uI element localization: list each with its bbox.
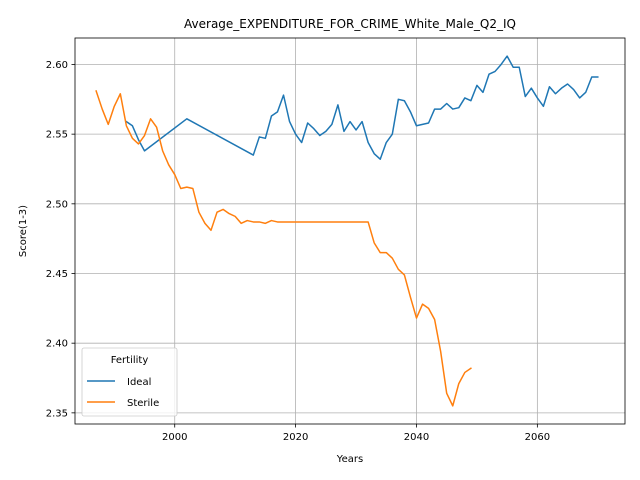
y-tick-label: 2.45 [46,269,68,280]
series-line-sterile [95,90,472,407]
y-tick-label: 2.60 [46,60,68,71]
legend-label-ideal: Ideal [127,377,151,388]
legend-box [81,347,178,417]
plot-frame [74,37,626,425]
x-tick-label: 2060 [525,432,550,443]
y-tick-label: 2.35 [46,408,68,419]
y-tick-label: 2.40 [46,339,68,350]
y-tick-label: 2.50 [46,199,68,210]
legend-label-sterile: Sterile [127,398,159,409]
y-axis-label: Score(1-3) [18,205,29,257]
x-axis-ticks: 2000 2020 2040 2060 [162,424,550,443]
legend: Fertility Ideal Sterile [81,347,178,417]
x-axis-label: Years [336,454,363,465]
legend-title: Fertility [111,355,149,366]
series-line-ideal [125,55,599,160]
y-tick-label: 2.55 [46,130,68,141]
x-tick-label: 2000 [162,432,187,443]
chart-title: Average_EXPENDITURE_FOR_CRIME_White_Male… [184,17,516,31]
series-layer [95,55,599,407]
x-tick-label: 2040 [404,432,429,443]
x-tick-label: 2020 [283,432,308,443]
y-axis-ticks: 2.35 2.40 2.45 2.50 2.55 2.60 [46,60,75,419]
